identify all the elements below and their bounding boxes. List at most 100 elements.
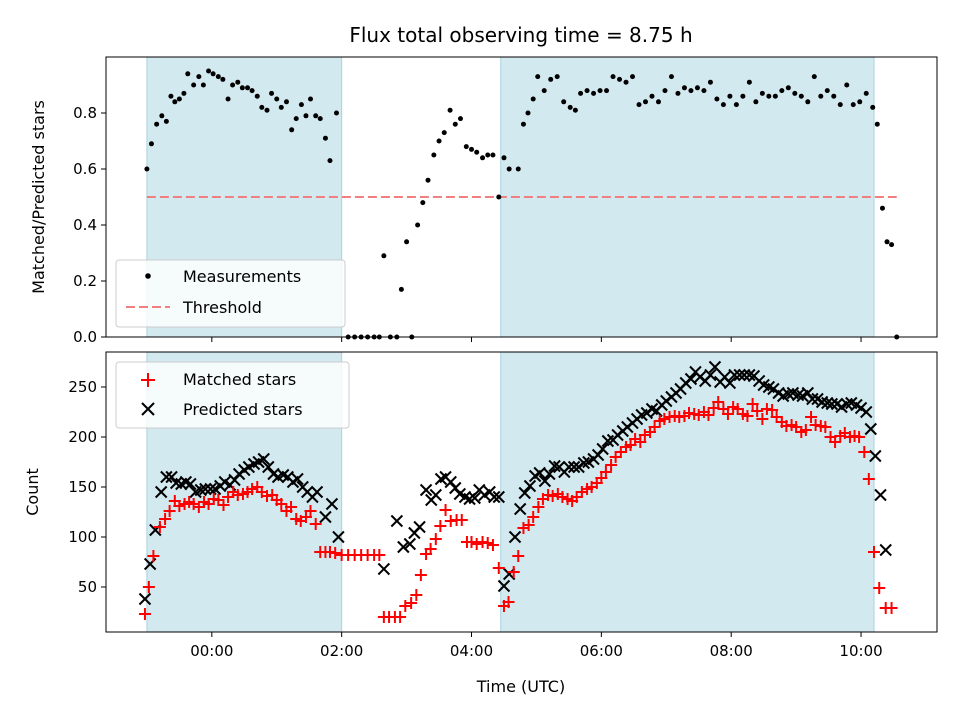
- matched-point: [153, 521, 166, 533]
- measurement-point: [779, 88, 785, 94]
- measurement-point: [805, 99, 811, 105]
- measurement-point: [520, 121, 526, 127]
- measurement-point: [480, 155, 486, 161]
- measurement-point: [824, 88, 830, 94]
- x-tick-label: 06:00: [580, 642, 623, 660]
- measurement-point: [617, 76, 623, 82]
- top-plot-frame: [105, 56, 938, 338]
- measurement-point: [215, 74, 221, 80]
- matched-point: [522, 519, 535, 531]
- measurement-point: [327, 158, 333, 164]
- matched-point: [658, 413, 671, 425]
- top-panel: 0.00.20.40.60.8 Matched/Predicted stars …: [29, 56, 938, 346]
- measurement-point: [308, 96, 314, 102]
- measurement-point: [554, 74, 560, 80]
- matched-point: [410, 589, 423, 601]
- measurement-point: [322, 135, 328, 141]
- predicted-point: [138, 592, 152, 606]
- legend-predicted-label: Predicted stars: [183, 400, 303, 419]
- measurement-point: [636, 102, 642, 108]
- measurement-point: [643, 99, 649, 105]
- matched-point: [304, 505, 317, 517]
- bottom-panel: 50 100 150 200 250 00:00 02:00 04:00 06:00 08:00…: [23, 351, 938, 696]
- y-tick-label: 0.8: [73, 104, 97, 122]
- matched-stars-series: [138, 396, 898, 623]
- measurement-point: [837, 102, 843, 108]
- bottom-legend-box: [115, 361, 350, 429]
- measurement-point: [163, 118, 169, 124]
- predicted-point: [449, 481, 462, 495]
- predicted-point: [468, 491, 481, 505]
- predicted-point: [728, 368, 741, 382]
- y-tick-label: 0.2: [73, 272, 97, 290]
- matched-point: [858, 446, 871, 458]
- top-x-axis-ticks: [211, 337, 862, 342]
- predicted-point: [413, 520, 426, 534]
- bottom-y-axis-label: Count: [23, 468, 42, 516]
- measurement-point: [303, 113, 309, 119]
- y-tick-label: 150: [68, 478, 97, 496]
- predicted-point: [548, 459, 561, 473]
- predicted-point: [801, 386, 815, 400]
- measurement-point: [591, 90, 597, 96]
- matched-point: [605, 459, 618, 471]
- predicted-point: [419, 483, 433, 497]
- measurement-point: [857, 99, 863, 105]
- chart-title: Flux total observing time = 8.75 h: [349, 23, 692, 47]
- matched-point: [766, 404, 779, 416]
- predicted-point: [567, 460, 581, 474]
- measurement-point: [662, 88, 668, 94]
- matched-point: [805, 411, 818, 423]
- predicted-point: [879, 543, 892, 557]
- bottom-x-axis-label: Time (UTC): [476, 677, 565, 696]
- measurement-point: [181, 90, 187, 96]
- predicted-point: [488, 490, 501, 504]
- measurement-point: [249, 88, 255, 94]
- matched-point: [424, 543, 437, 555]
- matched-point: [394, 611, 407, 623]
- measurement-point: [798, 93, 804, 99]
- matched-point: [147, 550, 160, 562]
- matched-point: [159, 513, 172, 525]
- matched-point: [285, 501, 298, 513]
- y-tick-label: 200: [68, 428, 97, 446]
- y-tick-label: 0.6: [73, 160, 97, 178]
- predicted-point: [860, 405, 873, 419]
- predicted-point: [513, 502, 527, 516]
- predicted-point: [538, 474, 552, 488]
- matched-point: [142, 581, 155, 593]
- measurement-point: [239, 85, 245, 91]
- y-tick-label: 0.4: [73, 216, 97, 234]
- x-tick-label: 04:00: [450, 642, 493, 660]
- matched-point: [309, 518, 322, 530]
- x-tick-label: 10:00: [839, 642, 882, 660]
- measurement-point: [714, 96, 720, 102]
- measurement-point: [485, 152, 491, 158]
- predicted-point: [543, 467, 556, 481]
- measurement-point: [313, 113, 319, 119]
- predicted-point: [165, 470, 178, 484]
- predicted-point: [591, 448, 605, 462]
- matched-point: [532, 501, 545, 513]
- measurement-point: [597, 88, 603, 94]
- predicted-point: [199, 482, 212, 496]
- measurement-point: [490, 152, 496, 158]
- measurement-point: [230, 82, 236, 88]
- matched-point: [741, 410, 754, 422]
- measurement-point: [701, 88, 707, 94]
- measurement-point: [293, 116, 299, 122]
- y-tick-label: 250: [68, 378, 97, 396]
- measurement-point: [452, 121, 458, 127]
- predicted-point: [723, 376, 737, 390]
- matched-point: [868, 546, 881, 558]
- predicted-point: [291, 472, 304, 486]
- matched-point: [527, 511, 540, 523]
- matched-point: [373, 549, 386, 561]
- matched-point: [885, 602, 898, 614]
- measurement-point: [515, 166, 521, 172]
- predicted-point: [704, 368, 717, 382]
- measurement-point: [431, 152, 437, 158]
- measurement-point: [259, 104, 265, 110]
- measurement-point: [681, 85, 687, 91]
